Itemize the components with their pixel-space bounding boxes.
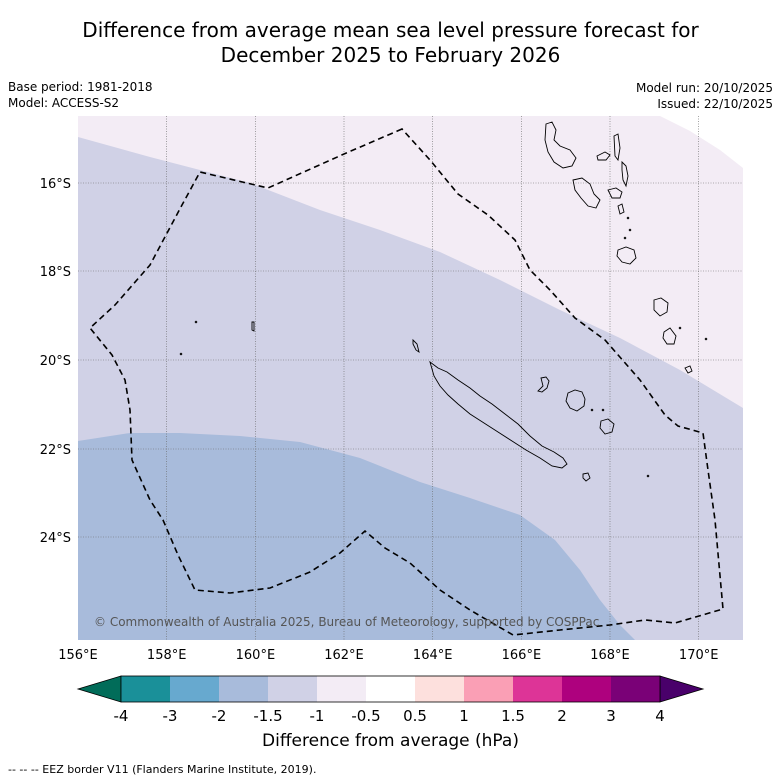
lon-label: 164°E — [413, 648, 453, 663]
vanuatu-espiritu-santo — [544, 121, 577, 169]
colorbar-segment — [317, 676, 366, 702]
pressure-field — [78, 116, 743, 640]
colorbar-label: -1.5 — [253, 707, 282, 725]
vanuatu-ambae — [596, 151, 611, 161]
colorbar-segment — [219, 676, 268, 702]
lat-tick-labels: 16°S 18°S 20°S 22°S 24°S — [40, 177, 71, 546]
lat-label: 16°S — [40, 177, 71, 192]
colorbar-label: 2 — [557, 707, 567, 725]
vanuatu-tanna — [662, 327, 677, 345]
lat-label: 22°S — [40, 443, 71, 458]
vanuatu-aneityum — [684, 365, 693, 374]
colorbar-segment — [611, 676, 660, 702]
lat-label: 18°S — [40, 265, 71, 280]
title-line-2: December 2025 to February 2026 — [220, 43, 561, 67]
colorbar-segment — [562, 676, 611, 702]
vanuatu-malekula — [572, 177, 601, 209]
colorbar-segment — [268, 676, 317, 702]
lon-label: 170°E — [679, 648, 719, 663]
meta-left: Base period: 1981-2018 Model: ACCESS-S2 — [8, 79, 153, 111]
meta-right: Model run: 20/10/2025 Issued: 22/10/2025 — [636, 80, 773, 112]
colorbar-label: 0.5 — [403, 707, 427, 725]
vanuatu-maewo — [613, 133, 621, 162]
colorbar-label: -4 — [114, 707, 129, 725]
loyalty-mare — [599, 418, 615, 435]
colorbar-segment — [513, 676, 562, 702]
vanuatu-erromango — [653, 297, 669, 317]
colorbar-segment — [464, 676, 513, 702]
colorbar-label: 3 — [606, 707, 616, 725]
vanuatu-pentecost — [621, 160, 629, 188]
chart-title: Difference from average mean sea level p… — [0, 18, 781, 68]
colorbar-label: -3 — [163, 707, 178, 725]
coastlines — [179, 121, 708, 482]
colorbar-outline — [120, 675, 661, 703]
lon-label: 160°E — [236, 648, 276, 663]
title-line-1: Difference from average mean sea level p… — [82, 18, 699, 42]
vanuatu-efate — [616, 246, 637, 265]
lon-label: 162°E — [324, 648, 364, 663]
zone-white-corner — [660, 116, 743, 168]
colorbar-label: 1 — [459, 707, 469, 725]
colorbar-label: -2 — [212, 707, 227, 725]
lat-label: 24°S — [40, 531, 71, 546]
loyalty-ouvea — [537, 376, 550, 393]
lat-label: 20°S — [40, 354, 71, 369]
vanuatu-ambrym — [607, 187, 623, 199]
loyalty-lifou — [565, 389, 586, 412]
lon-label: 168°E — [590, 648, 630, 663]
lon-label: 156°E — [58, 648, 98, 663]
model-name: Model: ACCESS-S2 — [8, 96, 120, 110]
colorbar-segment — [170, 676, 219, 702]
colorbar-label: 4 — [655, 707, 665, 725]
lon-tick-labels: 156°E 158°E 160°E 162°E 164°E 166°E 168°… — [58, 648, 718, 663]
colorbar-segment — [415, 676, 464, 702]
lon-label: 166°E — [502, 648, 542, 663]
new-caledonia-mainland — [429, 360, 568, 469]
colorbar-segment — [121, 676, 170, 702]
colorbar-title: Difference from average (hPa) — [262, 731, 519, 751]
model-run: Model run: 20/10/2025 — [635, 81, 773, 95]
issued-date: Issued: 22/10/2025 — [657, 97, 773, 111]
copyright-text: © Commonwealth of Australia 2025, Bureau… — [94, 615, 599, 629]
vanuatu-epi — [617, 203, 625, 215]
eez-footnote: -- -- -- EEZ border V11 (Flanders Marine… — [8, 763, 317, 776]
chesterfield-islet — [251, 321, 255, 332]
colorbar-label: 1.5 — [501, 707, 525, 725]
belep-islands — [412, 338, 420, 354]
colorbar-low-arrow — [76, 675, 122, 703]
colorbar: -4 -3 -2 -1.5 -1 -0.5 0.5 1 1.5 2 3 4 — [76, 675, 705, 725]
gridlines — [78, 116, 743, 640]
isle-of-pines — [582, 472, 591, 482]
base-period: Base period: 1981-2018 — [8, 80, 153, 94]
zone-minus-2 — [78, 433, 635, 640]
colorbar-high-arrow — [659, 675, 705, 703]
eez-border — [88, 128, 724, 636]
lon-label: 158°E — [147, 648, 187, 663]
colorbar-label: -1 — [310, 707, 325, 725]
colorbar-segment — [366, 676, 415, 702]
colorbar-label: -0.5 — [351, 707, 380, 725]
